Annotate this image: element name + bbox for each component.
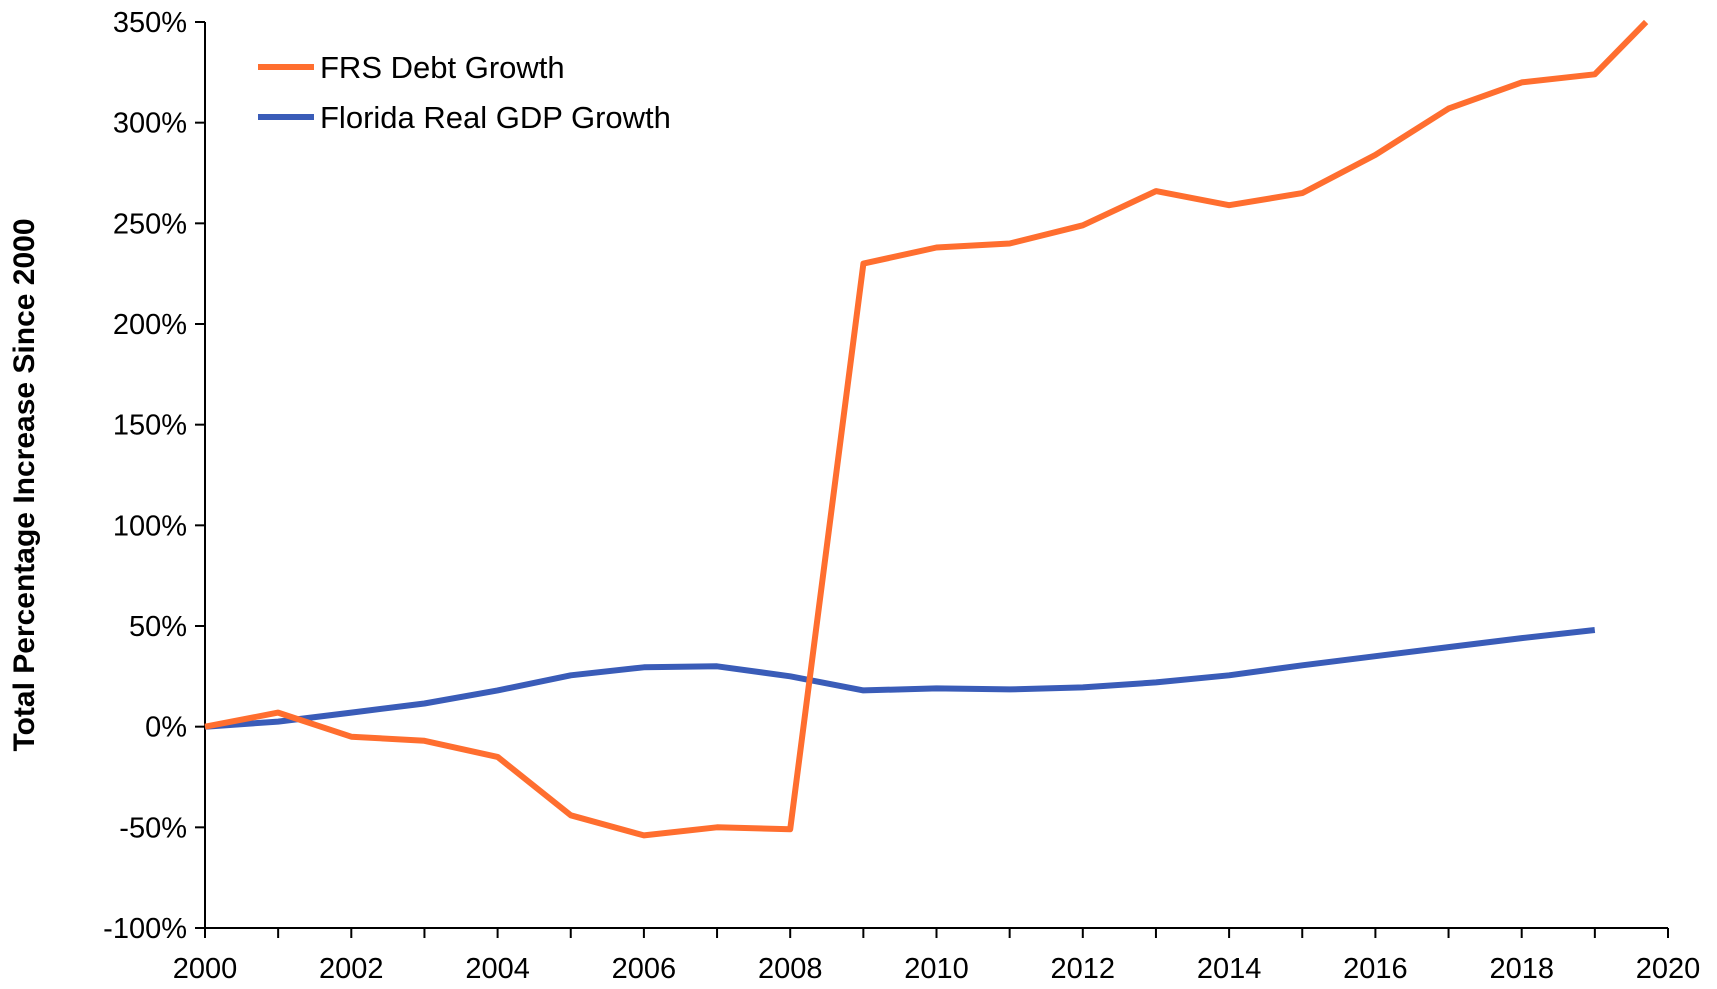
x-tick-label: 2012 [1051, 953, 1116, 985]
x-tick-label: 2000 [173, 953, 238, 985]
y-axis-title: Total Percentage Increase Since 2000 [8, 218, 41, 751]
x-tick-label: 2020 [1636, 953, 1701, 985]
y-tick-label: 150% [113, 410, 187, 442]
series-layer [204, 19, 1649, 839]
y-tick-label: 200% [113, 309, 187, 341]
y-tick-label: 250% [113, 208, 187, 240]
x-tick-label: 2014 [1197, 953, 1262, 985]
y-tick-label: -100% [103, 913, 187, 945]
x-tick-label: 2008 [758, 953, 823, 985]
x-axis-ticks: 2000 2002 2004 2006 2008 2010 2012 2014 2016 2018… [173, 928, 1701, 985]
x-tick-label: 2002 [319, 953, 384, 985]
legend: FRS Debt Growth Florida Real GDP Growth [258, 50, 671, 135]
y-tick-label: -50% [119, 812, 187, 844]
x-tick-label: 2016 [1343, 953, 1408, 985]
y-tick-label: 350% [113, 7, 187, 39]
legend-label-florida-real-gdp-growth: Florida Real GDP Growth [320, 100, 671, 135]
x-tick-label: 2006 [612, 953, 677, 985]
series-line-frs-debt-growth [204, 19, 1649, 839]
y-tick-label: 50% [129, 611, 187, 643]
y-tick-label: 300% [113, 108, 187, 140]
y-tick-label: 0% [145, 712, 187, 744]
series-line-florida-real-gdp-growth [204, 627, 1596, 730]
x-tick-label: 2004 [465, 953, 530, 985]
y-axis-ticks: -100% -50% 0% 50% 100% 150% 200% 250% 300% 350% [103, 7, 205, 945]
x-tick-label: 2018 [1489, 953, 1554, 985]
x-tick-label: 2010 [904, 953, 969, 985]
legend-label-frs-debt-growth: FRS Debt Growth [320, 50, 565, 85]
y-tick-label: 100% [113, 510, 187, 542]
